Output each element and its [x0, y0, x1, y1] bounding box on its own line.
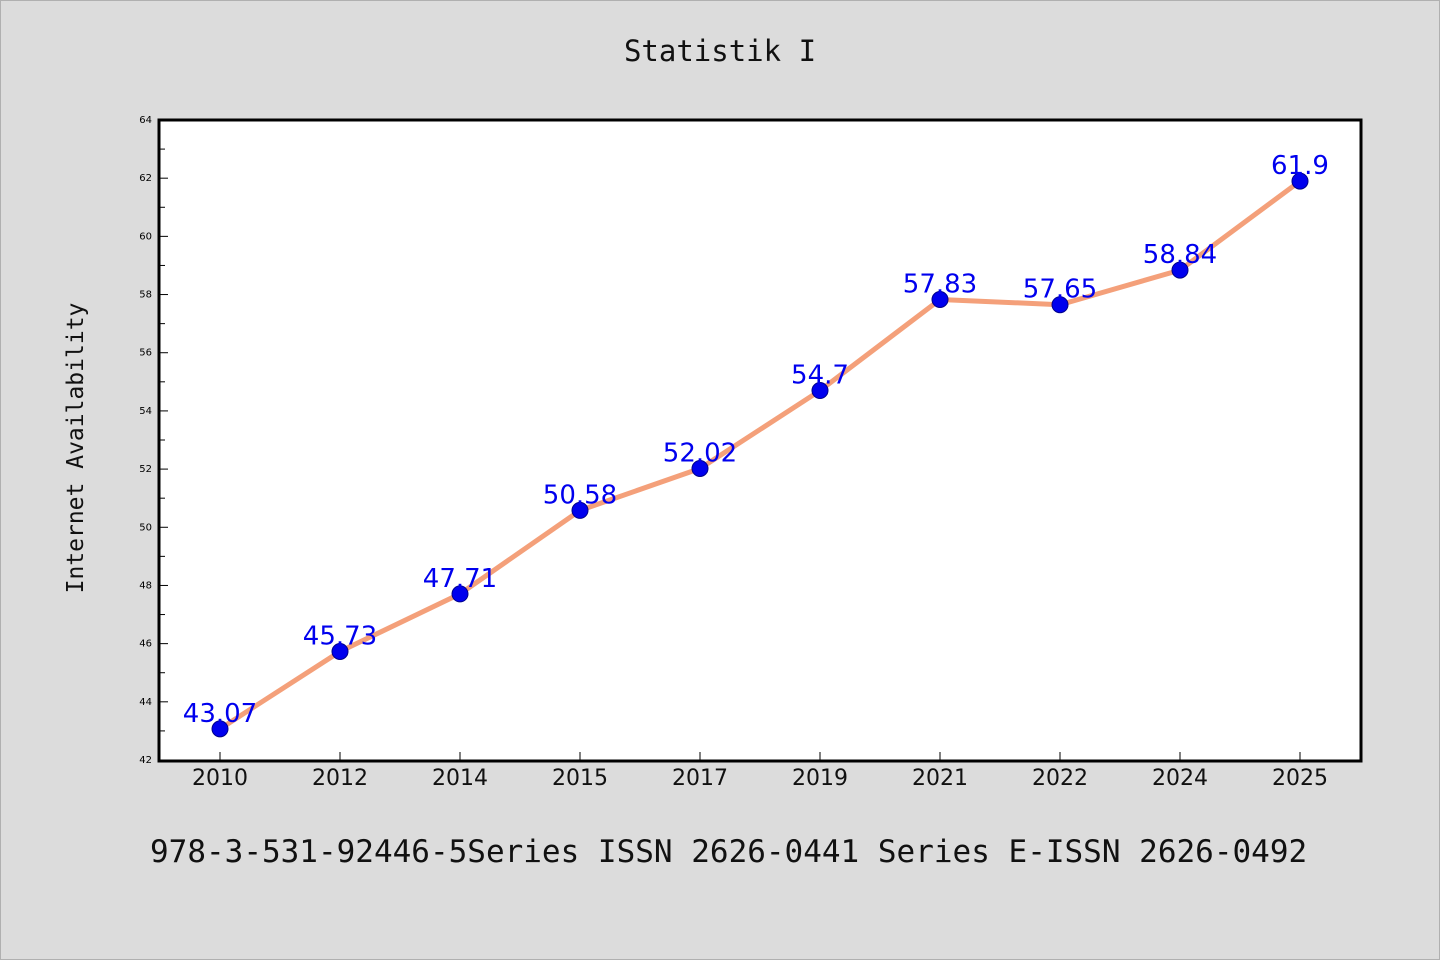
data-label: 52.02: [663, 439, 737, 469]
y-tick-label: 42: [139, 755, 152, 766]
y-tick-label: 44: [139, 697, 152, 708]
y-tick-label: 52: [139, 464, 152, 475]
x-tick-label: 2019: [792, 766, 848, 791]
x-tick-label: 2010: [192, 766, 248, 791]
data-point: [1171, 261, 1189, 279]
data-label: 57.65: [1023, 275, 1097, 305]
series-line: [217, 178, 1303, 732]
series-markers: [211, 172, 1309, 738]
data-label: 45.73: [303, 621, 377, 651]
data-point: [1051, 296, 1069, 314]
data-point: [451, 585, 469, 603]
data-point: [691, 460, 709, 478]
y-tick-label: 64: [139, 115, 152, 126]
data-label: 54.7: [791, 361, 849, 391]
x-tick-label: 2014: [432, 766, 488, 791]
y-axis-ticks: 42 44 46 48 50 52 54 56 58 60 62 64: [139, 115, 168, 766]
x-tick-label: 2025: [1272, 766, 1328, 791]
x-axis-ticks: 2010 2012 2014 2015 2017 2019 2021 2022 2024 2025: [192, 752, 1328, 791]
data-label: 58.84: [1143, 240, 1217, 270]
data-label: 61.9: [1271, 151, 1329, 181]
x-tick-label: 2017: [672, 766, 728, 791]
y-tick-label: 56: [139, 348, 152, 359]
y-tick-label: 62: [139, 173, 152, 184]
x-tick-label: 2024: [1152, 766, 1208, 791]
x-tick-label: 2022: [1032, 766, 1088, 791]
y-tick-label: 54: [139, 406, 152, 417]
x-tick-label: 2015: [552, 766, 608, 791]
data-point: [931, 290, 949, 308]
chart-title: Statistik I: [623, 34, 817, 68]
y-tick-label: 50: [139, 522, 152, 533]
data-point: [811, 382, 829, 400]
y-tick-label: 58: [139, 290, 152, 301]
y-tick-label: 48: [139, 580, 152, 591]
data-label: 43.07: [183, 699, 257, 729]
data-point: [1291, 172, 1309, 190]
data-label: 47.71: [423, 564, 497, 594]
data-label: 50.58: [543, 480, 617, 510]
x-tick-label: 2021: [912, 766, 968, 791]
data-point: [331, 642, 349, 660]
x-tick-label: 2012: [312, 766, 368, 791]
y-tick-label: 60: [139, 231, 152, 242]
y-tick-label: 46: [139, 639, 152, 650]
data-point: [211, 720, 229, 738]
data-labels: 43.07 45.73 47.71 50.58 52.02 54.7 57.83 57.65 5…: [183, 151, 1329, 729]
data-label: 57.83: [903, 269, 977, 299]
footer-isbn-issn: 978-3-531-92446-5Series ISSN 2626-0441 S…: [150, 834, 1308, 870]
data-point: [571, 501, 589, 519]
plot-area: [157, 118, 1363, 763]
